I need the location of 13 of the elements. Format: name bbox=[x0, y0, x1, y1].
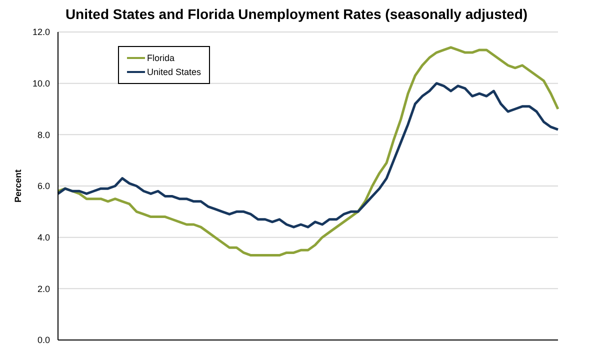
line-series bbox=[56, 46, 560, 257]
line-series bbox=[56, 82, 560, 228]
legend-label: Florida bbox=[147, 52, 175, 65]
chart-title: United States and Florida Unemployment Rates (seasonally adjusted) bbox=[64, 6, 529, 22]
y-tick-label: 12.0 bbox=[32, 27, 50, 38]
y-tick-label: 4.0 bbox=[37, 232, 50, 243]
y-tick-label: 6.0 bbox=[37, 181, 50, 192]
y-tick-label: 0.0 bbox=[37, 335, 50, 346]
y-axis-title: Percent bbox=[13, 169, 24, 203]
y-tick-label: 2.0 bbox=[37, 284, 50, 294]
y-tick-label: 8.0 bbox=[37, 130, 50, 140]
y-tick-label: 10.0 bbox=[32, 78, 50, 89]
legend-label: United States bbox=[147, 66, 202, 79]
